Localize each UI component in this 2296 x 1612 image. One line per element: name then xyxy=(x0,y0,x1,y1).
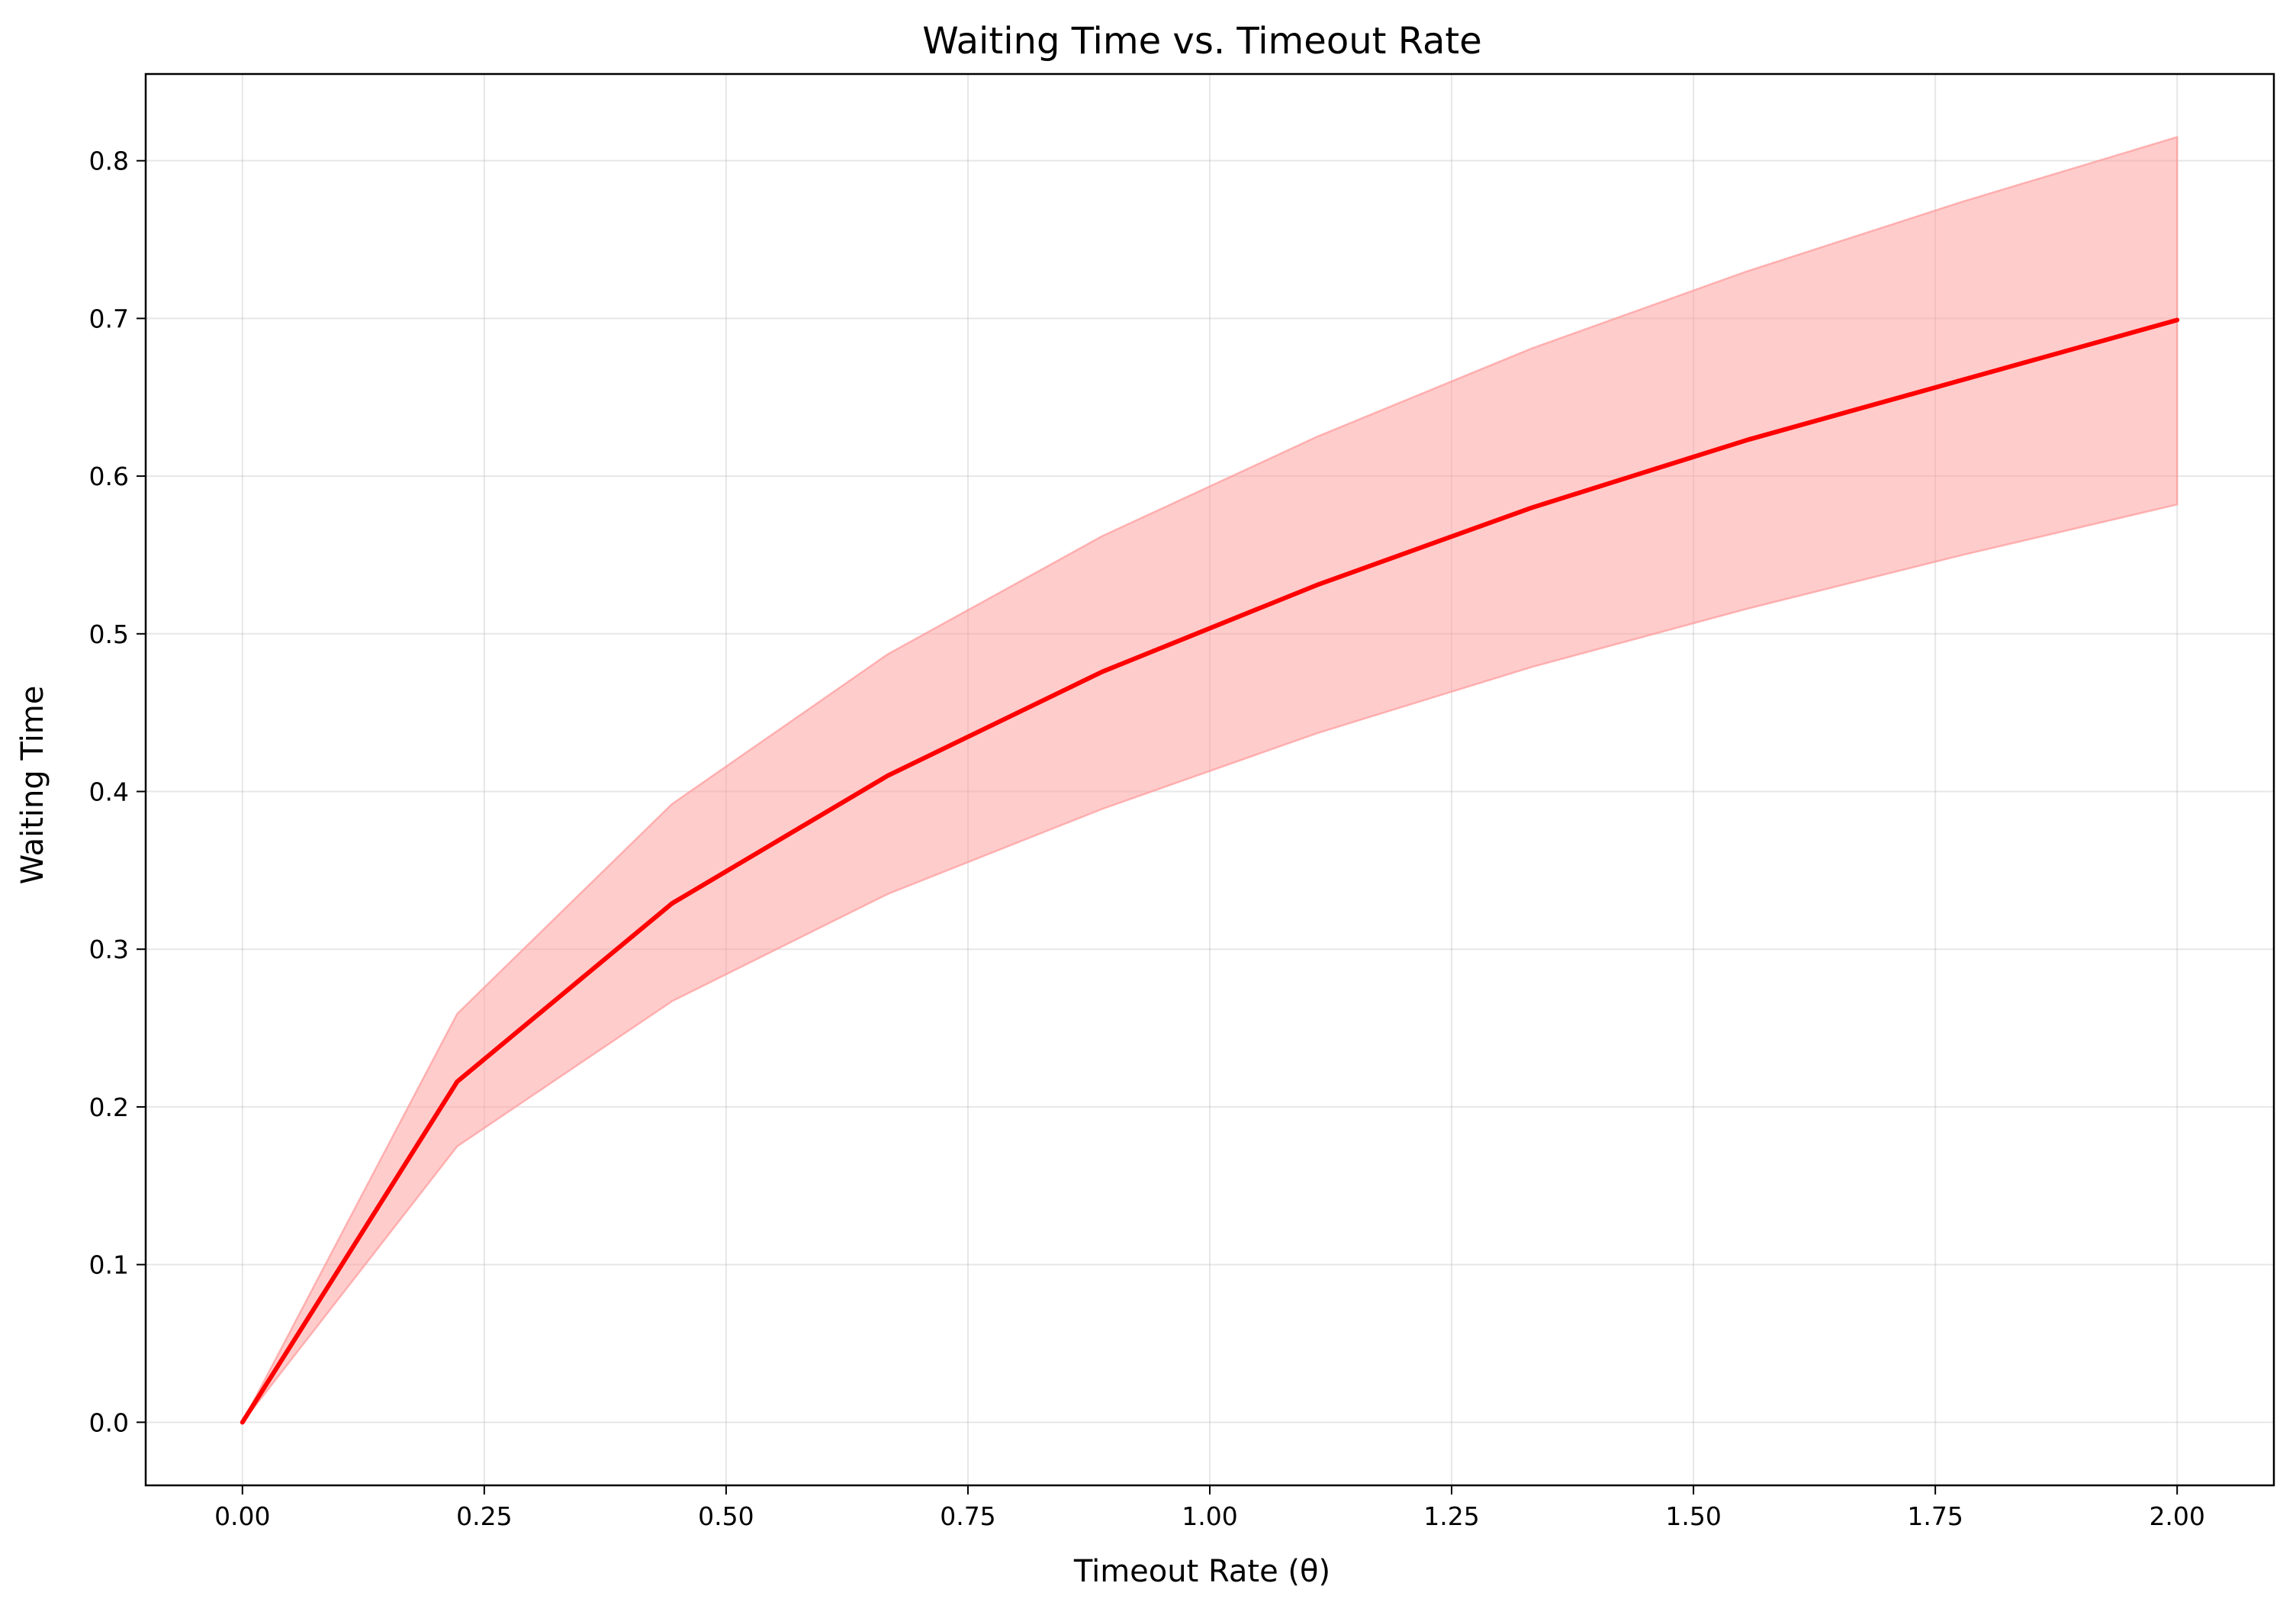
y-tick-label: 0.3 xyxy=(89,935,129,964)
x-tick-label: 0.50 xyxy=(698,1501,754,1531)
series-line xyxy=(240,317,2180,1425)
x-tick-label: 0.75 xyxy=(940,1501,995,1531)
x-axis-label: Timeout Rate (θ) xyxy=(1073,1554,1330,1589)
y-axis-label: Waiting Time xyxy=(15,686,50,885)
y-tick-label: 0.6 xyxy=(89,462,129,491)
y-axis-ticks: 0.0 0.1 0.2 0.3 0.4 0.5 0.6 0.7 0.8 xyxy=(89,146,146,1437)
x-tick-label: 1.50 xyxy=(1665,1501,1721,1531)
y-tick-label: 0.2 xyxy=(89,1092,129,1122)
y-tick-label: 0.4 xyxy=(89,777,129,807)
x-tick-label: 2.00 xyxy=(2149,1501,2204,1531)
series-line-layer xyxy=(240,317,2180,1425)
x-tick-label: 1.75 xyxy=(1907,1501,1963,1531)
x-tick-label: 1.25 xyxy=(1423,1501,1479,1531)
x-tick-label: 1.00 xyxy=(1182,1501,1237,1531)
y-tick-label: 0.5 xyxy=(89,619,129,649)
y-tick-label: 0.8 xyxy=(89,146,129,176)
y-tick-label: 0.7 xyxy=(89,304,129,333)
y-tick-label: 0.0 xyxy=(89,1408,129,1437)
x-tick-label: 0.00 xyxy=(214,1501,270,1531)
y-tick-label: 0.1 xyxy=(89,1250,129,1280)
x-tick-label: 0.25 xyxy=(456,1501,512,1531)
chart-title: Waiting Time vs. Timeout Rate xyxy=(922,20,1482,63)
x-axis-ticks: 0.00 0.25 0.50 0.75 1.00 1.25 1.50 1.75 2.00 xyxy=(214,1485,2205,1531)
